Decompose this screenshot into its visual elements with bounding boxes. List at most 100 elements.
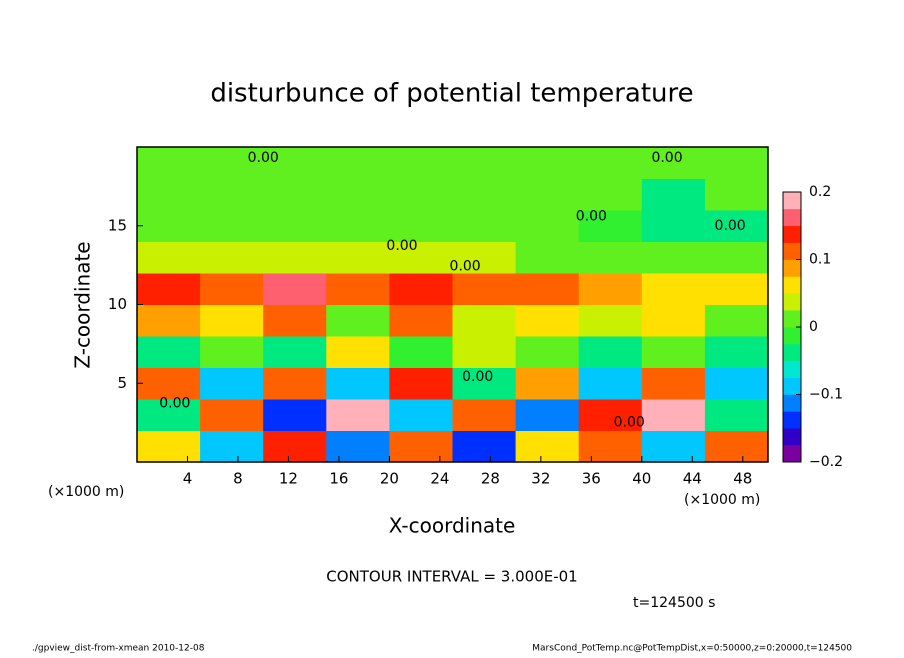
heatmap-cell — [137, 304, 201, 337]
colorbar-segment — [783, 192, 801, 210]
heatmap-cell — [200, 273, 264, 305]
colorbar-segment — [783, 445, 801, 463]
heatmap-cell — [452, 336, 517, 368]
contour-label: 0.00 — [159, 396, 190, 412]
heatmap-cell — [200, 399, 264, 431]
heatmap-cell — [515, 367, 580, 400]
heatmap-cell — [137, 367, 201, 400]
heatmap-cell — [704, 241, 769, 274]
colorbar-segment — [783, 343, 801, 362]
x-tick-label: 32 — [531, 470, 550, 488]
colorbar-tick-label: −0.1 — [809, 387, 843, 403]
heatmap-cell — [515, 210, 580, 242]
heatmap-cell — [137, 430, 201, 463]
x-tick-label: 12 — [279, 470, 298, 488]
heatmap-cell — [452, 304, 517, 337]
heatmap-cell — [263, 273, 327, 305]
heatmap-cell — [704, 147, 769, 179]
x-tick-label: 44 — [683, 470, 702, 488]
colorbar-segment — [783, 225, 801, 243]
heatmap-cell — [704, 304, 769, 337]
contour-label: 0.00 — [462, 369, 493, 385]
x-tick-label: 28 — [481, 470, 500, 488]
heatmap-cell — [578, 336, 643, 368]
heatmap-cell — [641, 430, 706, 463]
colorbar-segment — [783, 377, 801, 395]
heatmap-cell — [326, 430, 390, 463]
heatmap-cell — [200, 241, 264, 274]
heatmap-cell — [515, 399, 580, 431]
heatmap-cell — [200, 304, 264, 337]
heatmap-cell — [389, 147, 453, 179]
heatmap-cell — [389, 367, 453, 400]
heatmap-cell — [704, 430, 769, 463]
heatmap-cell — [326, 178, 390, 211]
heatmap-cell — [263, 241, 327, 274]
colorbar-tick-label: −0.2 — [809, 454, 843, 470]
contour-label: 0.00 — [576, 208, 607, 224]
y-tick-label: 10 — [108, 295, 127, 313]
x-tick-label: 8 — [233, 470, 243, 488]
colorbar-segment — [783, 360, 801, 378]
heatmap-cell — [389, 304, 453, 337]
heatmap-cell — [389, 430, 453, 463]
heatmap-cell — [200, 367, 264, 400]
colorbar-segment — [783, 208, 801, 227]
heatmap-cell — [389, 210, 453, 242]
heatmap-cell — [704, 178, 769, 211]
heatmap-cell — [137, 210, 201, 242]
heatmap-cell — [263, 178, 327, 211]
colorbar-segment — [783, 394, 801, 412]
x-tick-label: 36 — [582, 470, 601, 488]
x-tick-label: 48 — [733, 470, 752, 488]
heatmap-cell — [263, 430, 327, 463]
heatmap-cell — [137, 336, 201, 368]
y-tick-label: 5 — [117, 374, 127, 392]
x-tick-label: 20 — [380, 470, 399, 488]
heatmap-cell — [578, 273, 643, 305]
heatmap-cell — [578, 399, 643, 431]
heatmap-cell — [515, 147, 580, 179]
heatmap-cell — [452, 367, 517, 400]
colorbar-segment — [783, 327, 801, 345]
heatmap-cell — [263, 399, 327, 431]
heatmap-cell — [200, 178, 264, 211]
x-tick-label: 24 — [430, 470, 449, 488]
heatmap-cell — [326, 241, 390, 274]
heatmap-cell — [578, 304, 643, 337]
colorbar-segment — [783, 293, 801, 311]
colorbar-tick-label: 0.1 — [809, 252, 831, 268]
heatmap-cell — [578, 178, 643, 211]
heatmap-cell — [200, 430, 264, 463]
heatmap-cell — [515, 178, 580, 211]
heatmap-cell — [326, 210, 390, 242]
colorbar-segment — [783, 411, 801, 429]
heatmap-cell — [704, 273, 769, 305]
contour-label: 0.00 — [386, 238, 417, 254]
heatmap-cell — [578, 147, 643, 179]
heatmap-cell — [452, 430, 517, 463]
heatmap-cell — [389, 399, 453, 431]
heatmap-cell — [452, 241, 517, 274]
heatmap-cell — [200, 336, 264, 368]
heatmap-cell — [641, 241, 706, 274]
contour-label: 0.00 — [651, 150, 682, 166]
heatmap-cell — [263, 367, 327, 400]
heatmap-cell — [137, 241, 201, 274]
heatmap-cell — [326, 304, 390, 337]
heatmap-cell — [515, 304, 580, 337]
heatmap-cell — [389, 336, 453, 368]
heatmap-cell — [263, 336, 327, 368]
colorbar-tick-label: 0.2 — [809, 184, 831, 200]
x-tick-label: 40 — [632, 470, 651, 488]
heatmap-cell — [200, 147, 264, 179]
contour-label: 0.00 — [248, 150, 279, 166]
heatmap-cell — [263, 147, 327, 179]
footer-right: MarsCond_PotTemp.nc@PotTempDist,x=0:5000… — [532, 644, 852, 654]
heatmap-cell — [515, 273, 580, 305]
contour-label: 0.00 — [450, 259, 481, 275]
contour-interval: CONTOUR INTERVAL = 3.000E-01 — [326, 568, 577, 586]
x-tick-label: 16 — [329, 470, 348, 488]
colorbar-segment — [783, 428, 801, 446]
